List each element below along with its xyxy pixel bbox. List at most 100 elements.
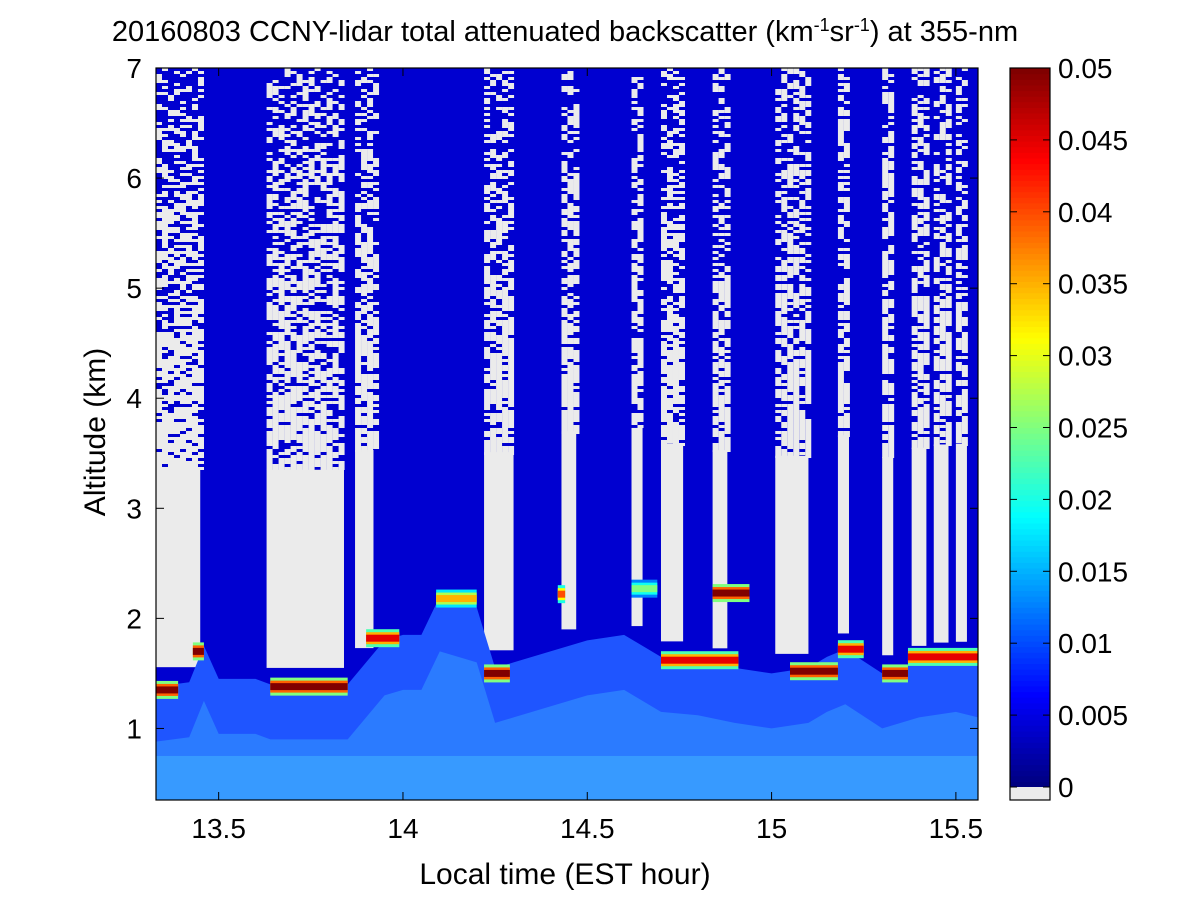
colorbar-segment [1010,79,1050,86]
colorbar-segment [1010,124,1050,131]
colorbar-segment [1010,348,1050,356]
chart-title-sup-1: -1 [814,15,830,35]
y-tick-label: 3 [126,493,142,524]
colorbar-segment [1010,180,1050,187]
colorbar-segment [1010,410,1050,417]
colorbar-segment [1010,433,1050,440]
colorbar-segment [1010,287,1050,294]
colorbar-segment [1010,511,1050,518]
chart-title: 20160803 CCNY-lidar total attenuated bac… [112,15,1018,48]
colorbar-segment [1010,343,1050,350]
colorbar-segment [1010,376,1050,384]
colorbar-segment [1010,691,1050,698]
y-axis: 1 2 3 4 5 6 7 [126,53,978,744]
clear-sky-region [631,77,644,627]
colorbar-segment [1010,775,1050,782]
x-axis-label: Local time (EST hour) [419,858,710,891]
colorbar-tick-label: 0.05 [1058,53,1113,84]
no-signal-block [911,447,927,646]
colorbar-segment [1010,332,1050,339]
colorbar-segment [1010,292,1050,299]
near-surface-layer [156,755,978,800]
y-axis-label: Altitude (km) [79,348,112,516]
colorbar-segment [1010,157,1050,165]
colorbar-segment [1010,258,1050,266]
colorbar-segment [1010,191,1050,198]
y-tick-label: 7 [126,53,142,84]
cloud-layer [712,584,750,603]
colorbar-segment [1010,449,1050,457]
no-signal-block [660,443,684,642]
colorbar-frame [1009,67,1051,801]
colorbar-segment [1010,214,1050,221]
chart-title-prefix: 20160803 CCNY-lidar total attenuated bac… [112,16,814,48]
colorbar-segment [1010,320,1050,327]
y-tick-label: 6 [126,163,142,194]
colorbar-segment [1010,489,1050,496]
colorbar-segment [1010,528,1050,535]
colorbar-segment [1010,84,1050,92]
no-signal-speckle-layer [156,68,968,668]
x-tick-label: 13.5 [191,813,246,844]
colorbar-segment [1010,427,1050,434]
no-signal-block [837,435,849,634]
clear-sky-region [660,68,685,642]
cloud-layer [192,642,204,661]
colorbar-segment [1010,185,1050,193]
colorbar-segment [1010,219,1050,226]
colorbar-segment [1010,163,1050,170]
colorbar-segment [1010,303,1050,311]
colorbar-tick-label: 0.045 [1058,125,1128,156]
colorbar-segment [1010,444,1050,451]
clear-sky-region [911,68,930,646]
x-tick-label: 14.5 [560,813,615,844]
colorbar-segment [1010,90,1050,97]
heatmap-plot-area [156,68,978,800]
colorbar-tick-label: 0.04 [1058,197,1113,228]
no-signal-block [712,450,728,649]
colorbar-segment [1010,264,1050,271]
cloud-layer-group [156,579,978,699]
no-signal-block [882,457,894,656]
colorbar-segment [1010,697,1050,704]
colorbar-segment [1010,713,1050,721]
colorbar-segment [1010,129,1050,137]
colorbar-segment [1010,416,1050,423]
colorbar-segment [1010,68,1050,75]
no-signal-block [955,443,967,642]
colorbar-segment [1010,405,1050,412]
colorbar-segment [1010,584,1050,591]
colorbar-segment [1010,545,1050,552]
no-signal-block [561,431,577,630]
cloud-layer [882,664,908,683]
colorbar-segment [1010,360,1050,367]
colorbar-segment [1010,225,1050,232]
y-tick-label: 5 [126,273,142,304]
colorbar-segment [1010,337,1050,344]
cloud-layer [484,664,510,683]
colorbar-segment [1010,438,1050,445]
x-tick-label: 15.5 [929,813,984,844]
colorbar-segment [1010,663,1050,670]
colorbar-segment [1010,354,1050,361]
colorbar-segment [1010,275,1050,283]
colorbar-segment [1010,753,1050,760]
colorbar-segment [1010,573,1050,580]
colorbar-segment [1010,466,1050,474]
colorbar-segment [1010,315,1050,322]
colorbar-segment [1010,629,1050,636]
colorbar-segment [1010,612,1050,620]
colorbar-segment [1010,230,1050,238]
cloud-layer [790,662,838,681]
colorbar-segment [1010,618,1050,625]
boundary-layer-layer [156,596,978,800]
colorbar-segment [1010,657,1050,665]
clear-sky-region [156,68,204,668]
colorbar-tick-label: 0.01 [1058,628,1113,659]
colorbar-segment [1010,298,1050,305]
colorbar-segment [1010,781,1050,788]
x-tick-label: 14 [387,813,418,844]
colorbar-segment [1010,382,1050,389]
colorbar-segment [1010,455,1050,462]
colorbar-segment [1010,101,1050,108]
